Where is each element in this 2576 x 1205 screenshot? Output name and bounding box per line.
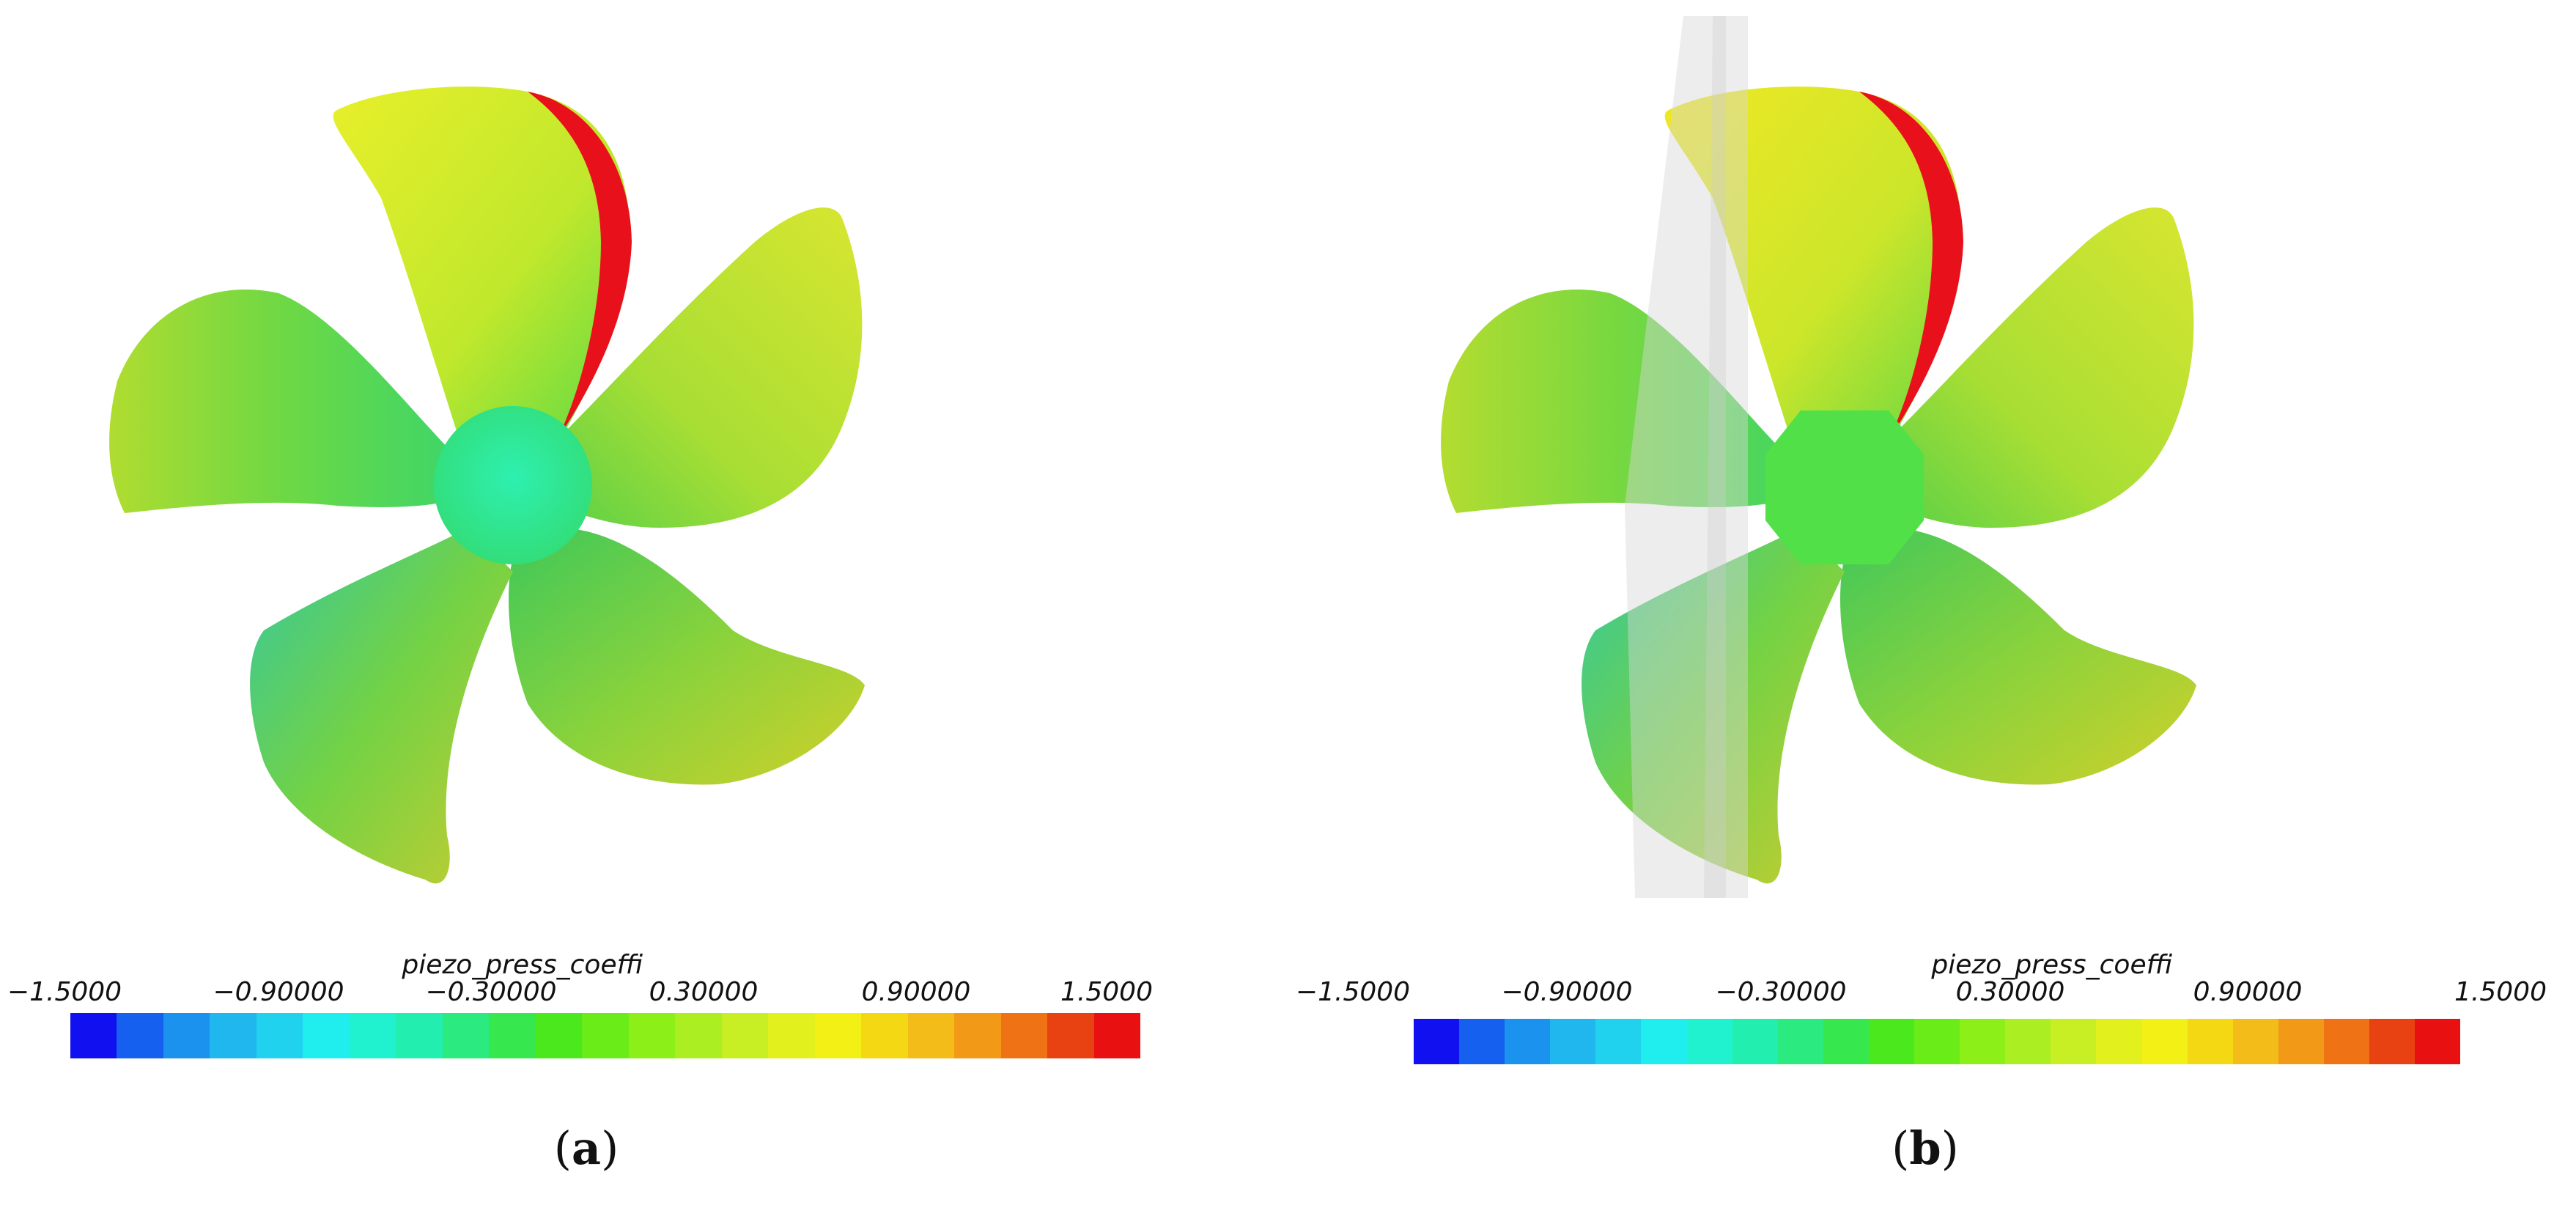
colorbar-gradient <box>1414 1019 2461 1064</box>
colorbar-segment <box>1868 1019 1915 1064</box>
colorbar-segment <box>2051 1019 2097 1064</box>
colorbar-segment <box>2232 1019 2278 1064</box>
colorbar-segment <box>768 1013 815 1058</box>
colorbar-segment <box>349 1013 396 1058</box>
colorbar-segment <box>2369 1019 2416 1064</box>
colorbar-segment <box>1047 1013 1094 1058</box>
colorbar-tick: −0.90000 <box>213 977 344 1007</box>
colorbar-segment <box>721 1013 769 1058</box>
colorbar-segment <box>1459 1019 1505 1064</box>
panel-caption-letter: a <box>571 1121 602 1175</box>
colorbar-segment <box>1414 1019 1460 1064</box>
colorbar-segment <box>1960 1019 2006 1064</box>
panel-caption: (a) <box>553 1121 619 1175</box>
colorbar-segment <box>1595 1019 1642 1064</box>
colorbar-segment <box>1686 1019 1732 1064</box>
shaft-overlay <box>1625 16 1748 898</box>
colorbar-segment <box>2141 1019 2188 1064</box>
colorbar-segment <box>1823 1019 1869 1064</box>
colorbar-tick: −0.90000 <box>1501 977 1633 1007</box>
colorbar-segment <box>210 1013 257 1058</box>
colorbar-segment <box>1093 1013 1141 1058</box>
colorbar-segment <box>861 1013 908 1058</box>
panel-caption-letter: b <box>1909 1121 1941 1175</box>
colorbar-segment <box>1000 1013 1048 1058</box>
colorbar-tick: 0.30000 <box>649 977 759 1007</box>
colorbar-segment <box>117 1013 163 1058</box>
colorbar-tick: −0.30000 <box>425 977 557 1007</box>
hub <box>1765 410 1924 564</box>
colorbar-segment <box>2323 1019 2369 1064</box>
blade-right <box>542 207 863 528</box>
colorbar-segment <box>535 1013 583 1058</box>
blade-bottom-left <box>1582 528 1845 884</box>
hub <box>434 406 592 564</box>
colorbar-segment <box>954 1013 1001 1058</box>
colorbar-segment <box>2187 1019 2233 1064</box>
colorbar-segment <box>675 1013 722 1058</box>
colorbar-tick: −0.30000 <box>1715 977 1847 1007</box>
colorbar-segment <box>70 1013 117 1058</box>
blade-left <box>109 290 454 513</box>
colorbar-segment <box>442 1013 490 1058</box>
blade-bottom-right <box>1840 528 2196 785</box>
colorbar-segment <box>1641 1019 1687 1064</box>
blade-top <box>333 86 630 470</box>
blade-left <box>1441 290 1786 513</box>
blade-top <box>1664 86 1962 470</box>
colorbar-segment <box>907 1013 955 1058</box>
colorbar-tick: −1.5000 <box>7 977 122 1007</box>
blade-bottom-right <box>509 528 865 785</box>
colorbar-segment <box>582 1013 629 1058</box>
colorbar-segment <box>303 1013 350 1058</box>
panel-b: piezo_press_coeffi −1.5000 −0.90000 −0.3… <box>1288 0 2575 1205</box>
colorbar-gradient <box>70 1013 1141 1058</box>
colorbar-tick: 0.30000 <box>1955 977 2065 1007</box>
colorbar-segment <box>163 1013 210 1058</box>
colorbar-tick: 1.5000 <box>2454 977 2547 1007</box>
blade-bottom-left <box>250 528 513 884</box>
colorbar-segment <box>1732 1019 1778 1064</box>
colorbar-segment <box>814 1013 862 1058</box>
colorbar-segment <box>2005 1019 2051 1064</box>
colorbar-segment <box>2096 1019 2142 1064</box>
colorbar-tick: −1.5000 <box>1295 977 1411 1007</box>
propeller-a <box>109 86 865 884</box>
colorbar-segment <box>1550 1019 1596 1064</box>
propeller-blades-b <box>1441 86 2196 884</box>
panel-a: piezo_press_coeffi −1.5000 −0.90000 −0.3… <box>7 86 1153 1175</box>
colorbar-tick: 1.5000 <box>1060 977 1153 1007</box>
colorbar-title: piezo_press_coeffi <box>402 950 643 980</box>
colorbar-segment <box>1777 1019 1823 1064</box>
blade-right <box>1874 207 2194 528</box>
colorbar-segment <box>628 1013 676 1058</box>
colorbar-tick: 0.90000 <box>861 977 971 1007</box>
colorbar-segment <box>2278 1019 2324 1064</box>
colorbar-tick: 0.90000 <box>2193 977 2303 1007</box>
propeller-blades-a <box>109 86 865 884</box>
colorbar-segment <box>256 1013 303 1058</box>
colorbar-segment <box>1914 1019 1960 1064</box>
colorbar-segment <box>1505 1019 1551 1064</box>
colorbar-segment <box>2415 1019 2461 1064</box>
colorbar-segment <box>396 1013 443 1058</box>
propeller-b <box>1441 16 2196 898</box>
colorbar-segment <box>489 1013 536 1058</box>
panel-caption: (b) <box>1892 1121 1959 1175</box>
colorbar-title: piezo_press_coeffi <box>1931 950 2173 980</box>
